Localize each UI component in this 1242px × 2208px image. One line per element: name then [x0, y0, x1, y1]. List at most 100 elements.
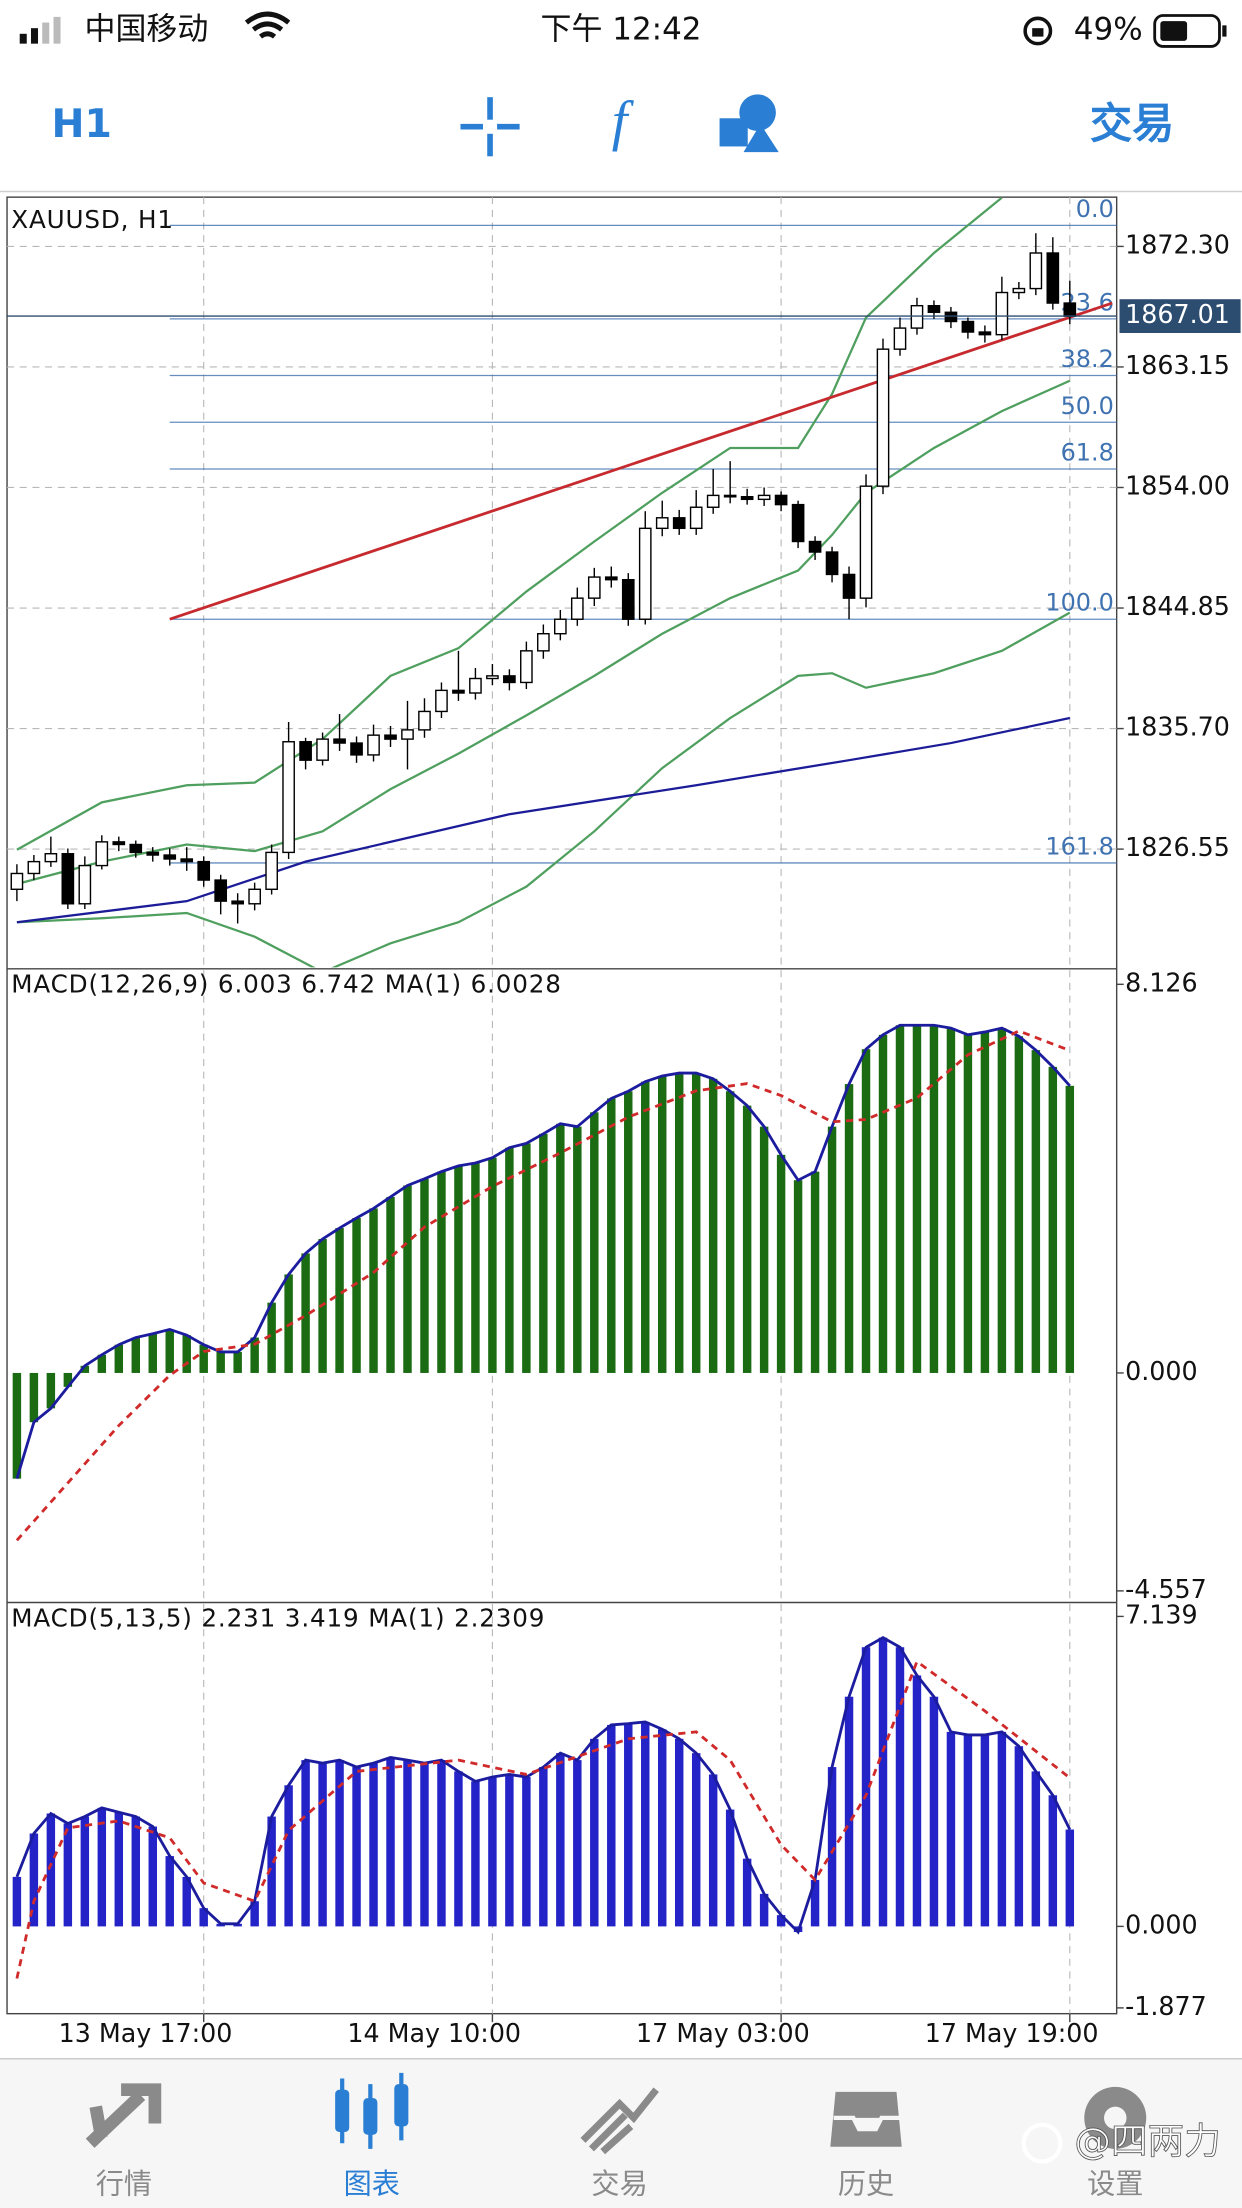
histogram-bar [861, 1049, 871, 1373]
histogram-bar [912, 1025, 922, 1373]
timeframe-button[interactable]: H1 [51, 101, 111, 147]
histogram-bar [301, 1760, 310, 1927]
histogram-bar [63, 1823, 73, 1927]
histogram-bar [946, 1028, 956, 1373]
histogram-bar [46, 1372, 56, 1409]
candle-body [859, 485, 873, 599]
histogram-bar [963, 1734, 973, 1927]
histogram-bar [29, 1372, 39, 1423]
carrier: 中国移动 [84, 11, 208, 47]
histogram-bar [199, 1344, 208, 1373]
tab-label[interactable]: 历史 [838, 2167, 894, 2200]
fib-label: 100.0 [1045, 589, 1113, 617]
histogram-bar [912, 1675, 922, 1927]
histogram-bar [335, 1228, 344, 1373]
histogram-bar [539, 1133, 548, 1373]
tab-label[interactable]: 图表 [344, 2167, 400, 2200]
histogram-bar [776, 1915, 786, 1927]
histogram-bar [844, 1084, 854, 1373]
candle-body [418, 710, 431, 731]
histogram-bar [810, 1879, 820, 1927]
histogram-bar [573, 1126, 582, 1373]
histogram-bar [607, 1098, 616, 1373]
histogram-bar [980, 1734, 990, 1927]
histogram-bar [199, 1908, 208, 1927]
y-tick-label: 1844.85 [1125, 591, 1230, 621]
histogram-bar [454, 1165, 463, 1373]
histogram-bar [658, 1075, 667, 1373]
histogram-bar [929, 1696, 939, 1927]
histogram-bar [97, 1807, 107, 1927]
y-tick-label: 0.000 [1125, 1356, 1198, 1386]
crosshair-button[interactable] [460, 97, 520, 157]
histogram-bar [386, 1196, 395, 1373]
candle-body [146, 851, 160, 856]
histogram-bar [556, 1753, 565, 1927]
candle-body [333, 738, 346, 744]
candle-body [893, 327, 907, 350]
histogram-bar [369, 1763, 378, 1927]
tab-label[interactable]: 设置 [1087, 2167, 1143, 2200]
tab-icon [335, 2072, 409, 2149]
histogram-bar [386, 1757, 395, 1927]
histogram-bar [759, 1126, 769, 1373]
candle-body [469, 677, 482, 694]
candle-body [774, 494, 788, 506]
tab-icon [580, 2087, 659, 2155]
histogram-bar [742, 1105, 752, 1373]
histogram-bar [267, 1302, 276, 1373]
candle-body [44, 853, 58, 863]
candle-body [927, 304, 941, 313]
histogram-bar [250, 1337, 259, 1373]
histogram-bar [233, 1351, 242, 1373]
histogram-bar [1031, 1050, 1041, 1373]
histogram-bar [352, 1217, 361, 1373]
histogram-bar [522, 1143, 531, 1373]
clock: 下午 12:42 [540, 11, 701, 47]
indicators-button[interactable]: f [612, 91, 635, 153]
toolbar: H1 f 交易 [0, 91, 1242, 193]
trade-button[interactable]: 交易 [1090, 99, 1174, 148]
histogram-bar [267, 1816, 276, 1927]
objects-button[interactable] [719, 94, 779, 153]
candle-body [995, 291, 1009, 336]
candle-body [808, 540, 822, 553]
histogram-bar [114, 1344, 124, 1373]
y-tick-label: 1835.70 [1125, 712, 1230, 742]
histogram-bar [1065, 1829, 1075, 1927]
histogram-bar [1065, 1085, 1075, 1373]
y-tick-label: 1854.00 [1125, 470, 1230, 500]
histogram-bar [454, 1771, 463, 1927]
histogram-bar [1048, 1066, 1058, 1373]
histogram-bar [505, 1774, 514, 1927]
histogram-bar [165, 1856, 174, 1927]
histogram-bar [403, 1185, 412, 1373]
histogram-bar [505, 1147, 514, 1373]
histogram-bar [641, 1721, 650, 1927]
histogram-bar [165, 1329, 174, 1373]
candle-body [876, 348, 890, 487]
macd-line [15, 1636, 1072, 1935]
histogram-bar [97, 1354, 107, 1373]
histogram-bar [607, 1724, 616, 1927]
status-bar: 中国移动 下午 12:42 49% [19, 11, 1227, 48]
histogram-bar [335, 1760, 344, 1927]
histogram-bar [46, 1813, 56, 1927]
battery-level: 49% [1074, 11, 1143, 47]
candle-body [1012, 287, 1026, 294]
candle-body [214, 879, 228, 902]
candle-body [570, 597, 584, 620]
candle-body [112, 841, 126, 846]
tab-label[interactable]: 行情 [96, 2167, 152, 2200]
tab-label[interactable]: 交易 [591, 2167, 647, 2200]
tab-icon [85, 2083, 162, 2148]
histogram-bar [895, 1025, 905, 1373]
histogram-bar [708, 1078, 718, 1373]
histogram-bar [793, 1180, 803, 1373]
candle-body [1046, 252, 1060, 304]
histogram-bar [674, 1073, 684, 1373]
candle-body [520, 650, 533, 684]
histogram-bar [810, 1171, 820, 1373]
candle-body [587, 576, 601, 599]
